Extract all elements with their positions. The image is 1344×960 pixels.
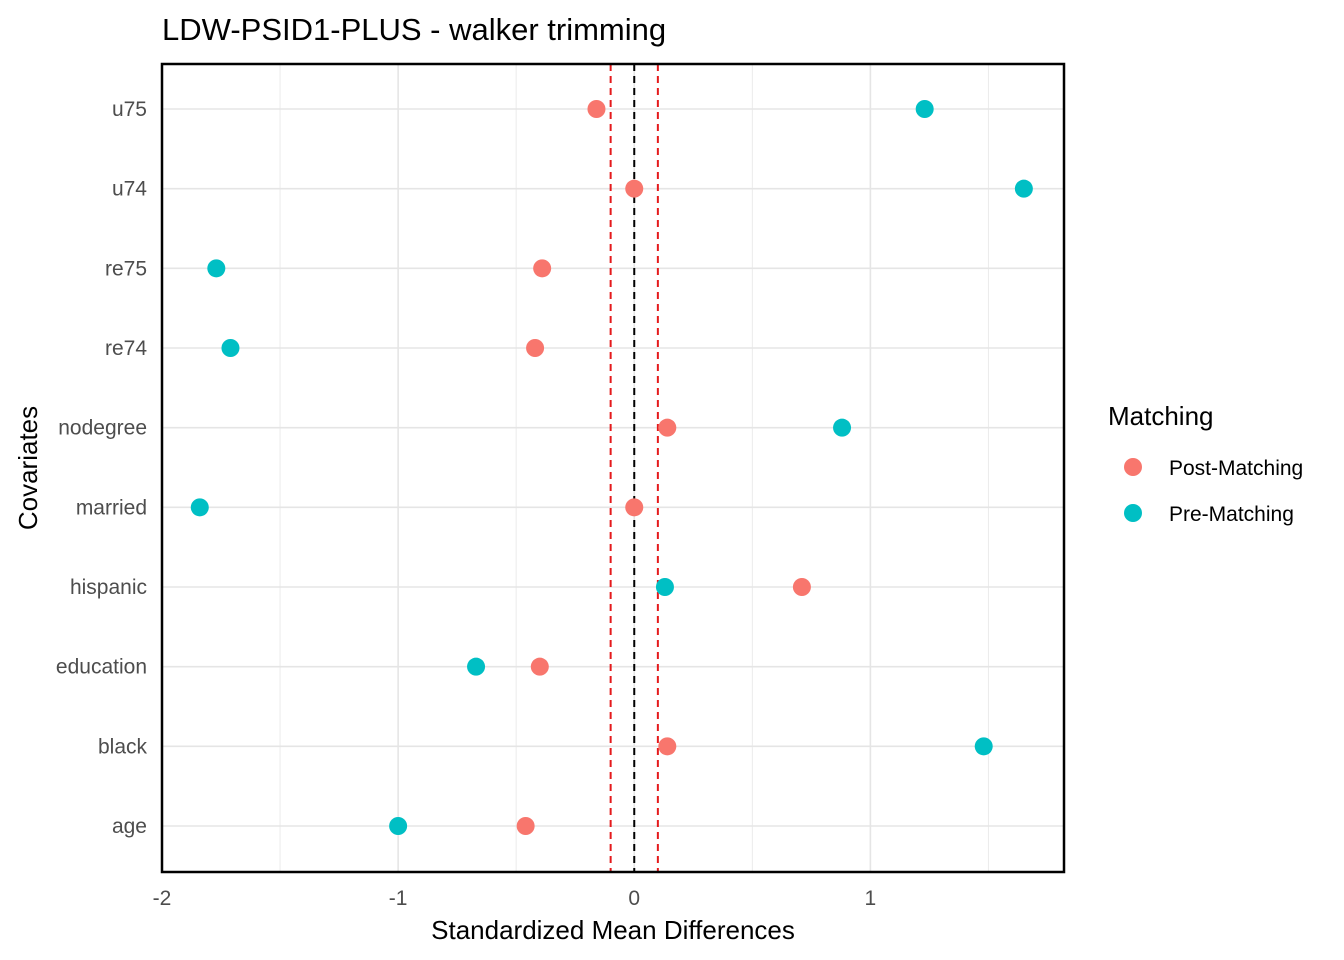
plot-panel-border (160, 62, 1066, 874)
data-point-post-matching-re74 (526, 339, 545, 357)
y-tick-label-education: education (56, 656, 147, 679)
legend-key-pre-matching (1124, 504, 1142, 522)
data-point-post-matching-hispanic (792, 578, 811, 596)
data-point-pre-matching-education (467, 657, 486, 676)
data-point-pre-matching-re75 (207, 259, 226, 278)
y-tick-label-u75: u75 (112, 98, 147, 121)
y-tick-label-married: married (76, 496, 147, 519)
y-tick-label-nodegree: nodegree (58, 417, 147, 440)
data-point-post-matching-nodegree (658, 418, 677, 437)
legend-title: Matching (1108, 401, 1214, 431)
data-point-pre-matching-hispanic (655, 578, 674, 596)
x-tick-label: -2 (153, 887, 172, 910)
data-point-post-matching-re75 (533, 259, 552, 278)
data-point-pre-matching-u75 (915, 100, 934, 118)
reference-lines (609, 64, 659, 872)
legend: Matching Post-Matching Pre-Matching (1108, 401, 1303, 526)
legend-label-post-matching: Post-Matching (1169, 457, 1303, 480)
data-point-post-matching-age (516, 817, 535, 835)
y-tick-label-re74: re74 (105, 337, 147, 360)
data-point-pre-matching-re74 (221, 339, 240, 357)
data-point-pre-matching-u74 (1014, 179, 1033, 198)
y-tick-label-black: black (98, 735, 148, 758)
data-point-post-matching-black (658, 737, 677, 756)
legend-key-post-matching (1124, 458, 1142, 476)
data-point-pre-matching-nodegree (833, 418, 852, 437)
data-point-post-matching-u75 (587, 100, 606, 118)
grid (161, 64, 1064, 872)
data-point-pre-matching-black (974, 737, 993, 756)
legend-label-pre-matching: Pre-Matching (1169, 503, 1294, 526)
data-points (190, 100, 1033, 835)
x-tick-label: 1 (865, 887, 877, 910)
data-point-pre-matching-married (190, 498, 209, 517)
y-axis-title: Covariates (13, 406, 43, 530)
y-tick-label-re75: re75 (105, 257, 147, 280)
x-axis-title: Standardized Mean Differences (431, 915, 795, 945)
data-point-post-matching-u74 (625, 179, 644, 198)
x-tick-label: -1 (389, 887, 408, 910)
chart-title: LDW-PSID1-PLUS - walker trimming (162, 12, 666, 47)
y-tick-label-hispanic: hispanic (70, 576, 147, 599)
x-tick-label: 0 (628, 887, 640, 910)
y-tick-labels: age black education hispanic married nodegree… (56, 98, 148, 838)
y-tick-label-u74: u74 (112, 178, 147, 201)
x-tick-labels: -2 -1 0 1 (153, 887, 877, 910)
data-point-pre-matching-age (389, 817, 408, 835)
data-point-post-matching-married (625, 498, 644, 517)
y-tick-label-age: age (112, 815, 147, 838)
data-point-post-matching-education (530, 657, 549, 676)
